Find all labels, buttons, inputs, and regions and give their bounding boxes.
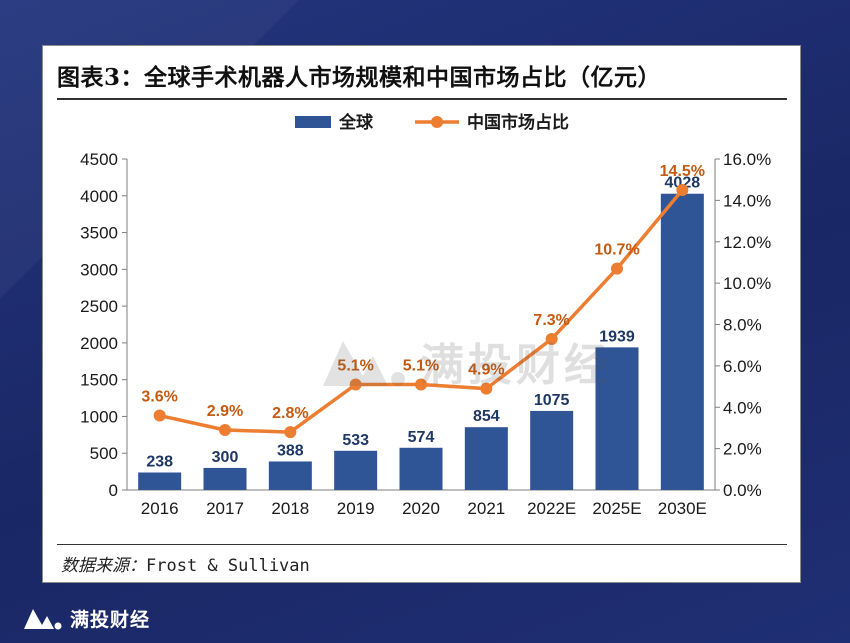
- source-row: 数据来源：Frost & Sullivan: [57, 544, 787, 579]
- share-value-label: 7.3%: [533, 312, 569, 329]
- x-tick-label: 2021: [467, 499, 505, 518]
- legend-swatch-bar: [295, 116, 331, 128]
- share-point: [611, 262, 623, 275]
- right-tick-label: 6.0%: [723, 357, 762, 376]
- x-tick-label: 2030E: [658, 499, 707, 518]
- legend-label-line: 中国市场占比: [467, 112, 569, 133]
- bar-value-label: 854: [473, 408, 500, 425]
- source-note: 数据来源：Frost & Sullivan: [61, 551, 310, 576]
- share-point: [153, 409, 166, 422]
- bar-value-label: 238: [146, 453, 173, 470]
- source-value: Frost & Sullivan: [146, 556, 310, 576]
- bar-value-label: 574: [408, 429, 435, 446]
- source-label: 数据来源：: [61, 556, 146, 576]
- share-point: [480, 382, 493, 395]
- legend-swatch-point: [431, 116, 443, 128]
- x-tick-label: 2018: [271, 499, 309, 518]
- x-tick-label: 2019: [337, 499, 375, 518]
- left-tick-label: 2500: [80, 297, 118, 316]
- chart-card: 图表3：全球手术机器人市场规模和中国市场占比（亿元） 0 500 1000 1500 2…: [42, 45, 801, 583]
- left-tick-label: 3000: [80, 260, 118, 279]
- bar-value-label: 4028: [665, 175, 701, 192]
- right-tick-label: 14.0%: [723, 191, 771, 210]
- share-point: [284, 426, 297, 439]
- left-tick-label: 4500: [80, 150, 118, 169]
- share-value-label: 14.5%: [660, 163, 705, 180]
- chart-plot: 0 500 1000 1500 2000 2500 3000 3500 4000 4500 0.0%…: [80, 112, 771, 518]
- x-tick-label: 2025E: [592, 499, 641, 518]
- right-tick-label: 0.0%: [723, 481, 762, 500]
- bar: [464, 427, 508, 490]
- x-tick-label: 2016: [141, 499, 179, 518]
- left-tick-label: 3500: [80, 224, 118, 243]
- share-value-label: 3.6%: [141, 389, 177, 406]
- chart-title: 图表3：全球手术机器人市场规模和中国市场占比（亿元）: [57, 64, 662, 91]
- left-tick-label: 0: [109, 481, 118, 500]
- share-value-label: 5.1%: [403, 357, 439, 374]
- bar: [530, 410, 574, 490]
- share-value-label: 4.9%: [468, 362, 504, 379]
- right-tick-label: 2.0%: [723, 440, 762, 459]
- bar-value-label: 388: [277, 442, 304, 459]
- bar-value-label: 533: [342, 432, 369, 449]
- left-tick-label: 500: [90, 444, 118, 463]
- bar: [203, 467, 247, 490]
- left-tick-label: 2000: [80, 334, 118, 353]
- bar-value-label: 300: [212, 449, 239, 466]
- legend-label-bar: 全球: [338, 112, 374, 133]
- share-value-label: 2.8%: [272, 405, 308, 422]
- share-point: [545, 332, 558, 345]
- bar: [268, 461, 312, 490]
- bar-value-label: 1075: [534, 392, 570, 409]
- brand-logo-icon: [24, 609, 62, 630]
- x-tick-label: 2017: [206, 499, 244, 518]
- share-point: [219, 424, 231, 437]
- bar-value-label: 1939: [599, 328, 635, 345]
- bar: [399, 447, 443, 490]
- right-tick-label: 8.0%: [723, 316, 762, 335]
- brand: 满投财经: [22, 603, 150, 633]
- share-point: [349, 378, 362, 391]
- bar: [138, 472, 182, 490]
- x-tick-label: 2020: [402, 499, 440, 518]
- left-tick-label: 4000: [80, 187, 118, 206]
- title-row: 图表3：全球手术机器人市场规模和中国市场占比（亿元）: [57, 56, 787, 100]
- share-value-label: 5.1%: [337, 357, 373, 374]
- share-value-label: 10.7%: [594, 242, 639, 259]
- share-point: [415, 378, 427, 391]
- left-tick-label: 1500: [80, 371, 118, 390]
- bar: [660, 193, 704, 491]
- bar: [595, 347, 639, 490]
- brand-name: 满投财经: [70, 608, 151, 631]
- right-tick-label: 12.0%: [723, 233, 771, 252]
- right-tick-label: 10.0%: [723, 274, 771, 293]
- right-tick-label: 16.0%: [723, 150, 771, 169]
- x-tick-label: 2022E: [527, 499, 576, 518]
- left-tick-label: 1000: [80, 407, 118, 426]
- share-value-label: 2.9%: [207, 403, 243, 420]
- bar: [334, 450, 378, 490]
- right-tick-label: 4.0%: [723, 398, 762, 417]
- share-point: [676, 184, 689, 197]
